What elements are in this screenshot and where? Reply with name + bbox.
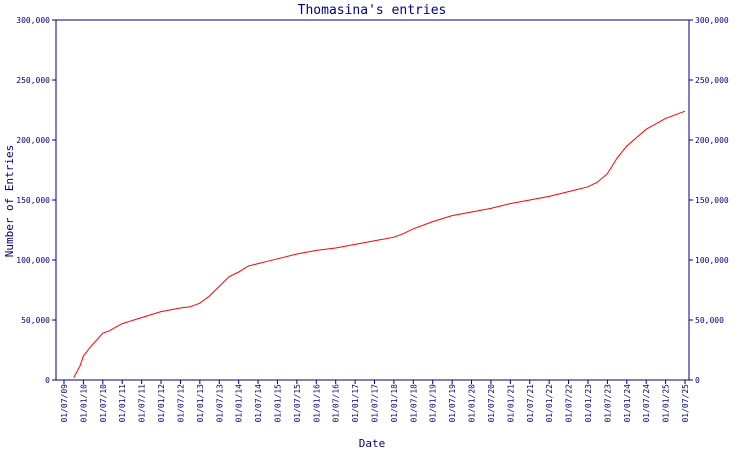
x-tick-label: 01/01/13 — [196, 384, 205, 423]
x-tick-label: 01/07/21 — [526, 384, 535, 423]
series-line — [73, 110, 686, 378]
y-tick-label-right: 250,000 — [695, 76, 729, 85]
x-tick-label: 01/07/19 — [448, 384, 457, 423]
y-tick-label-right: 300,000 — [695, 16, 729, 25]
x-tick-label: 01/07/23 — [603, 384, 612, 423]
x-tick-label: 01/01/16 — [312, 384, 321, 423]
x-tick-label: 01/07/09 — [60, 384, 69, 423]
y-tick-label-left: 250,000 — [16, 76, 50, 85]
y-tick-label-right: 0 — [695, 376, 700, 385]
x-tick-label: 01/01/12 — [157, 384, 166, 423]
y-tick-label-left: 0 — [45, 376, 50, 385]
x-tick-label: 01/07/18 — [409, 384, 418, 423]
x-tick-label: 01/07/12 — [176, 384, 185, 423]
series-layer — [73, 110, 686, 378]
x-tick-label: 01/01/17 — [351, 384, 360, 423]
y-tick-label-right: 50,000 — [695, 316, 724, 325]
x-tick-label: 01/01/11 — [118, 384, 127, 423]
x-tick-label: 01/07/13 — [215, 384, 224, 423]
x-tick-label: 01/01/25 — [662, 384, 671, 423]
y-tick-label-left: 100,000 — [16, 256, 50, 265]
x-tick-label: 01/01/23 — [584, 384, 593, 423]
x-tick-label: 01/07/11 — [138, 384, 147, 423]
chart-title: Thomasina's entries — [298, 3, 447, 18]
x-tick-label: 01/07/17 — [371, 384, 380, 423]
y-axis-label: Number of Entries — [3, 145, 16, 258]
x-axis-label: Date — [359, 437, 386, 450]
y-tick-label-left: 300,000 — [16, 16, 50, 25]
x-tick-label: 01/01/19 — [429, 384, 438, 423]
x-tick-label: 01/07/14 — [254, 384, 263, 423]
x-tick-label: 01/01/18 — [390, 384, 399, 423]
x-tick-label: 01/07/15 — [293, 384, 302, 423]
x-tick-label: 01/01/24 — [623, 384, 632, 423]
x-tick-label: 01/07/24 — [642, 384, 651, 423]
x-tick-label: 01/07/25 — [681, 384, 690, 423]
y-tick-label-left: 150,000 — [16, 196, 50, 205]
y-tick-label-left: 50,000 — [21, 316, 50, 325]
y-tick-label-right: 100,000 — [695, 256, 729, 265]
x-tick-label: 01/07/10 — [99, 384, 108, 423]
y-tick-label-right: 150,000 — [695, 196, 729, 205]
x-tick-label: 01/01/22 — [545, 384, 554, 423]
plot-frame — [55, 19, 690, 381]
x-tick-label: 01/01/20 — [468, 384, 477, 423]
x-tick-label: 01/07/16 — [332, 384, 341, 423]
ticks-layer: 0 0 50,000 50,000 100,000 100,000 150,000 150,0… — [16, 16, 729, 423]
y-tick-label-left: 200,000 — [16, 136, 50, 145]
y-tick-label-right: 200,000 — [695, 136, 729, 145]
x-tick-label: 01/01/21 — [506, 384, 515, 423]
x-tick-label: 01/07/22 — [565, 384, 574, 423]
x-tick-label: 01/01/14 — [235, 384, 244, 423]
x-tick-label: 01/01/15 — [273, 384, 282, 423]
x-tick-label: 01/07/20 — [487, 384, 496, 423]
x-tick-label: 01/01/10 — [79, 384, 88, 423]
